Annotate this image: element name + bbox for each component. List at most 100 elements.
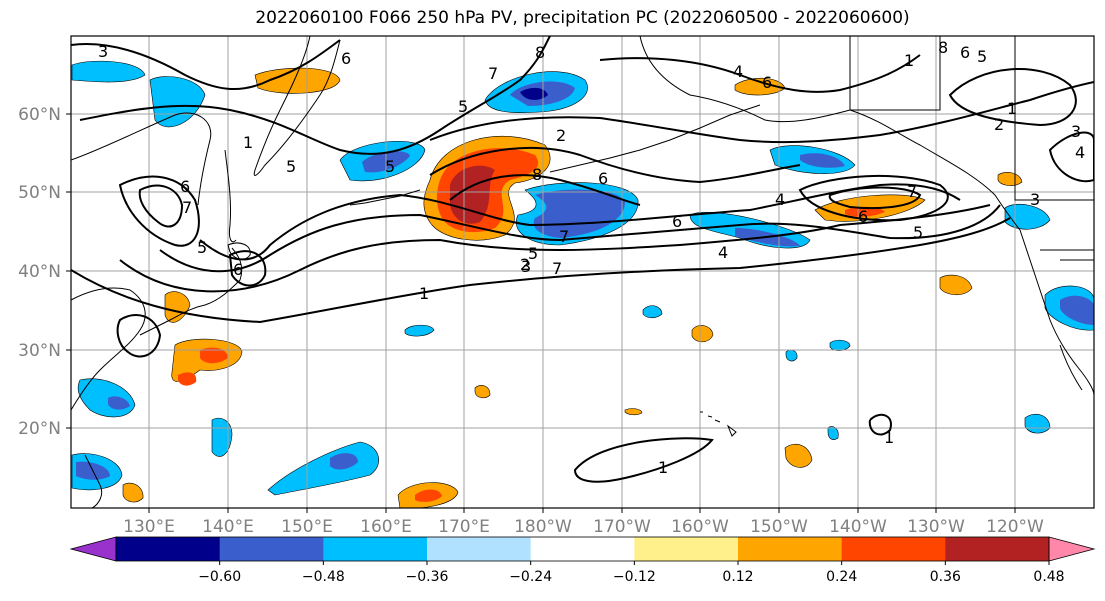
coastline-hawaii [700, 411, 737, 437]
precip-positive-area [997, 172, 1023, 186]
precip-negative-area [1060, 295, 1094, 325]
colorbar-tick-label: −0.60 [198, 569, 241, 585]
precip-negative-area [827, 426, 839, 440]
pv-contour [138, 184, 184, 228]
colorbar-segment [116, 537, 221, 561]
pv-contour [429, 146, 801, 184]
contour-label: 7 [907, 182, 917, 201]
lon-label: 150°E [281, 517, 333, 537]
lon-label: 160°E [360, 517, 412, 537]
latitude-labels: 60°N 50°N 40°N 30°N 20°N [18, 105, 61, 439]
pv-contour [599, 54, 921, 93]
colorbar-segment [841, 537, 946, 561]
colorbar-segment [219, 537, 324, 561]
contour-label: 2 [994, 115, 1004, 134]
coastlines [71, 36, 1094, 508]
pv-contour [228, 250, 267, 287]
pv-contours [71, 36, 1094, 483]
contour-label: 7 [182, 198, 192, 217]
precip-positive-area [784, 444, 813, 468]
lat-label: 60°N [18, 105, 61, 125]
colorbar-segment [634, 537, 739, 561]
colorbar-tick-label: −0.12 [613, 569, 656, 585]
contour-label: 2 [556, 126, 566, 145]
precip-positive-area [178, 372, 197, 386]
pv-contour [119, 204, 991, 293]
colorbar-extend-max [1048, 536, 1096, 562]
lon-label: 140°W [829, 517, 887, 537]
precip-negative-area [785, 349, 798, 362]
contour-label: 6 [672, 212, 682, 231]
contour-label: 6 [180, 177, 190, 196]
pv-contour [798, 174, 949, 222]
coastline-kamchatka [253, 36, 341, 176]
colorbar-tick-label: 0.12 [722, 569, 753, 585]
pv-contour [116, 314, 162, 358]
coastline-baja [1059, 344, 1083, 391]
lat-label: 40°N [18, 262, 61, 282]
longitude-labels: 130°E 140°E 150°E 160°E 170°E 180°W 170°… [123, 517, 1044, 537]
pv-contour [573, 437, 714, 483]
lat-label: 50°N [18, 183, 61, 203]
political-borders [849, 36, 1094, 261]
lat-label: 20°N [18, 419, 61, 439]
colorbar-tick-label: 0.48 [1033, 569, 1064, 585]
contour-label: 6 [233, 260, 243, 279]
pv-contour [118, 175, 200, 247]
colorbar-tick-label: −0.24 [509, 569, 552, 585]
contour-label: 7 [552, 259, 562, 278]
precip-positive-area [624, 408, 643, 416]
contour-label: 6 [341, 49, 351, 68]
colorbar-frame [115, 536, 1050, 562]
colorbar-tick-label: 0.36 [930, 569, 961, 585]
coastline-sakhalin [224, 149, 237, 243]
pv-contour [1048, 131, 1094, 183]
colorbar-segment [427, 537, 532, 561]
contour-label: 4 [733, 62, 743, 81]
lon-label: 160°W [671, 517, 729, 537]
pv-contour [159, 204, 1001, 273]
colorbar [69, 536, 1096, 562]
pv-contour [429, 81, 1094, 144]
lat-label: 30°N [18, 341, 61, 361]
contour-label: 8 [532, 165, 542, 184]
precip-negative-area [642, 305, 663, 319]
contour-label: 6 [598, 169, 608, 188]
contour-label: 5 [286, 157, 296, 176]
contour-label: 1 [419, 284, 429, 303]
colorbar-segment [323, 537, 428, 561]
colorbar-labels: −0.60 −0.48 −0.36 −0.24 −0.12 0.12 0.24 0.36 0.4… [198, 561, 1065, 585]
pv-contour [71, 217, 1011, 324]
contour-label: 4 [1075, 143, 1085, 162]
colorbar-tick-label: −0.36 [406, 569, 449, 585]
contour-label: 1 [1007, 99, 1017, 118]
precip-positive-area [939, 274, 973, 296]
contour-label: 5 [385, 157, 395, 176]
precip-positive-area [691, 325, 714, 343]
precip-negative-area [520, 87, 548, 100]
coastline-okhotsk [71, 112, 212, 206]
precip-negative-area [800, 153, 845, 168]
lon-label: 120°W [986, 517, 1044, 537]
precip-positive-area [122, 482, 144, 503]
pv-contour [199, 183, 961, 261]
contour-label: 3 [1030, 190, 1040, 209]
contour-label: 7 [559, 227, 569, 246]
contour-label: 5 [528, 244, 538, 263]
contour-label: 3 [1071, 122, 1081, 141]
pv-contour [868, 413, 892, 436]
precip-negative-area [829, 339, 851, 351]
contour-label: 2 [520, 255, 530, 274]
contour-label: 5 [977, 47, 987, 66]
contour-label: 6 [762, 73, 772, 92]
pv-contour [948, 68, 1077, 127]
colorbar-segment [945, 537, 1050, 561]
contour-label: 5 [458, 97, 468, 116]
lon-label: 130°E [123, 517, 175, 537]
contour-label: 1 [904, 51, 914, 70]
precip-positive-area [474, 385, 491, 399]
precip-positive-area [415, 489, 442, 502]
coastline-asia-mainland [71, 287, 146, 411]
lon-label: 180°W [514, 517, 572, 537]
